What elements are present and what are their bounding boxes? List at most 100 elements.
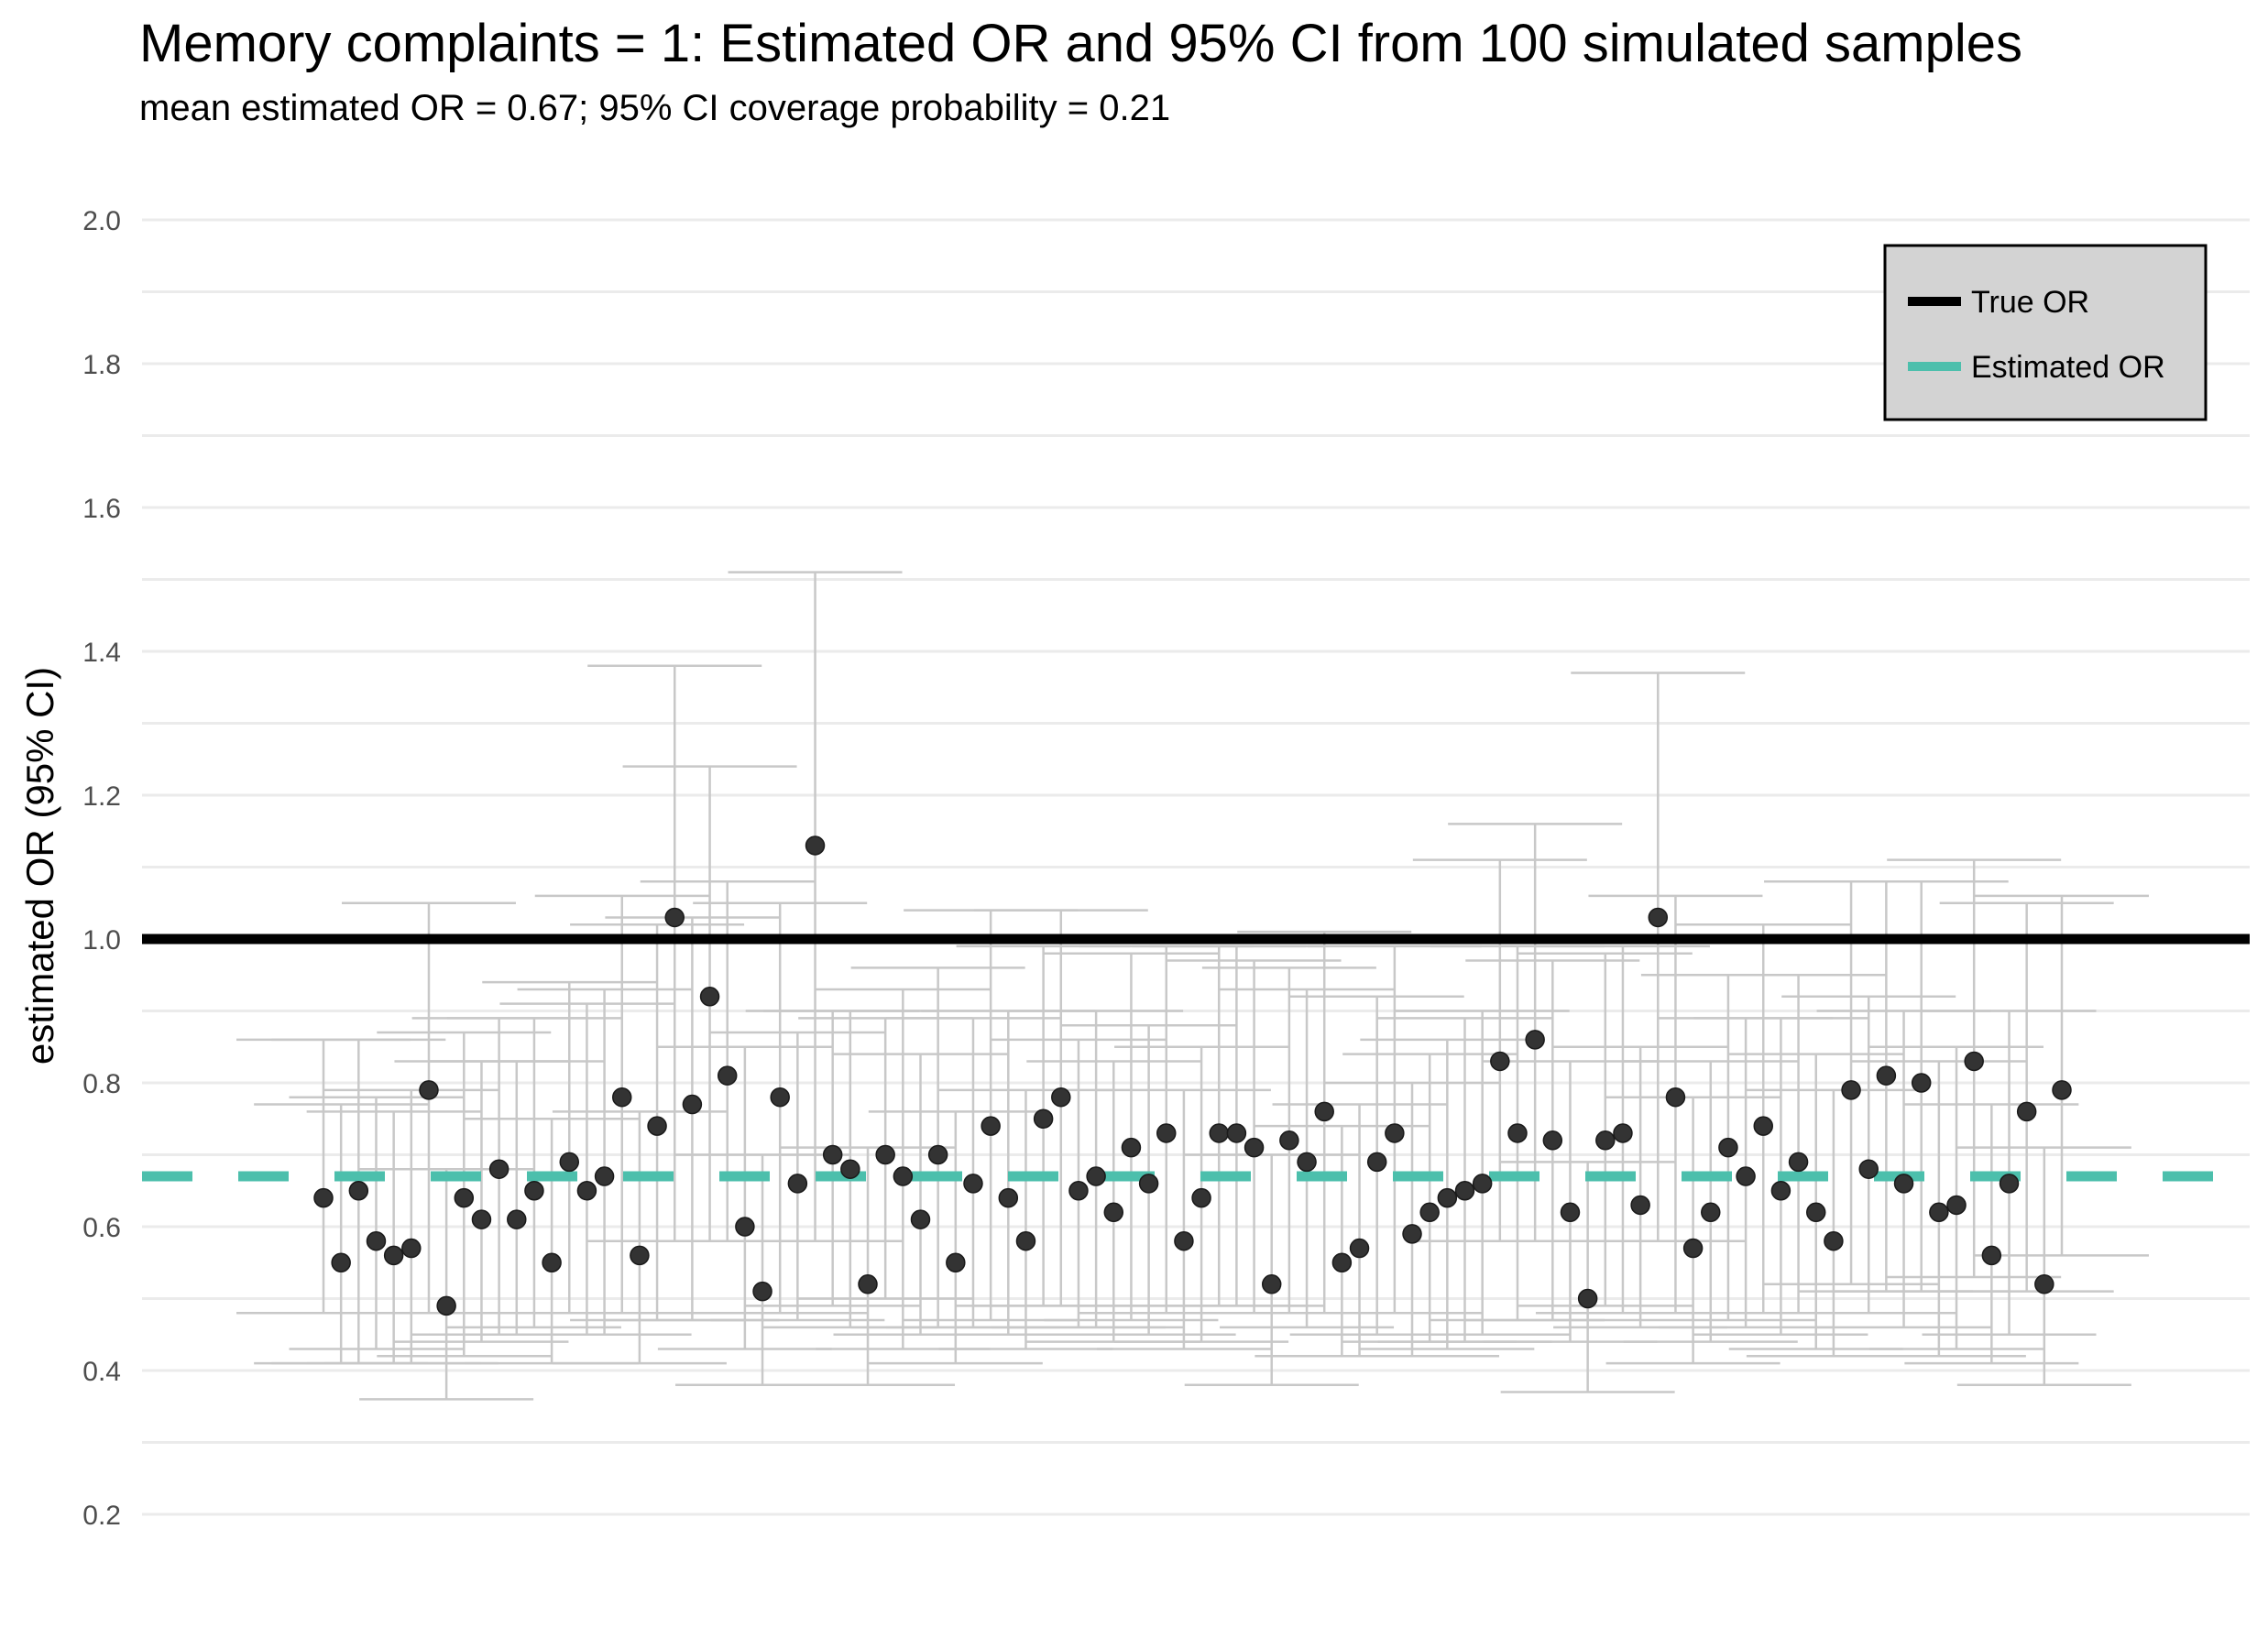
estimate-point <box>875 1144 895 1165</box>
estimate-point <box>1331 1252 1353 1272</box>
estimate-point <box>1015 1230 1036 1251</box>
estimate-point <box>1876 1065 1897 1086</box>
estimate-point <box>1805 1202 1826 1223</box>
estimate-point <box>313 1187 334 1208</box>
estimate-point <box>436 1295 456 1316</box>
legend-true-or-label: True OR <box>1971 285 2089 320</box>
estimate-point <box>1999 1174 2020 1194</box>
y-tick-label: 2.0 <box>82 206 121 236</box>
chart-subtitle: mean estimated OR = 0.67; 95% CI coverag… <box>139 88 1171 128</box>
estimate-point <box>630 1245 650 1266</box>
estimate-point <box>383 1245 404 1266</box>
estimate-point <box>822 1144 843 1165</box>
estimate-points <box>313 835 2072 1316</box>
estimate-point <box>1682 1238 1704 1259</box>
estimate-point <box>559 1152 580 1173</box>
estimate-point <box>1701 1202 1721 1223</box>
estimate-point <box>419 1080 439 1100</box>
estimate-point <box>2034 1274 2054 1294</box>
estimate-point <box>699 987 720 1007</box>
estimate-point <box>981 1116 1001 1136</box>
estimate-point <box>1911 1073 1932 1093</box>
estimate-point <box>946 1252 966 1272</box>
estimate-point <box>1226 1123 1247 1143</box>
estimate-point <box>331 1252 351 1272</box>
estimate-point <box>770 1087 790 1108</box>
estimate-point <box>1191 1187 1211 1208</box>
y-tick-label: 0.4 <box>82 1357 121 1387</box>
estimate-point <box>1788 1152 1809 1173</box>
estimate-point <box>927 1144 948 1165</box>
estimate-point <box>1103 1202 1124 1223</box>
estimate-point <box>893 1166 914 1186</box>
estimate-point <box>1454 1181 1475 1201</box>
estimate-point <box>366 1230 387 1251</box>
estimate-point <box>1051 1087 1071 1108</box>
estimate-point <box>752 1281 772 1302</box>
legend-box <box>1883 244 2208 421</box>
estimate-point <box>1981 1245 2002 1266</box>
estimate-point <box>1419 1202 1440 1223</box>
y-tick-label: 0.2 <box>82 1501 121 1531</box>
estimate-point <box>717 1065 738 1086</box>
estimate-point <box>1156 1123 1177 1143</box>
estimate-point <box>1138 1174 1159 1194</box>
estimate-point <box>401 1238 422 1259</box>
estimate-point <box>1648 907 1669 928</box>
estimate-point <box>1718 1137 1738 1158</box>
estimate-point <box>1261 1274 1282 1294</box>
estimate-point <box>611 1087 632 1108</box>
y-tick-label: 0.6 <box>82 1213 121 1243</box>
chart-title: Memory complaints = 1: Estimated OR and … <box>139 14 2023 73</box>
error-bars <box>236 571 2149 1401</box>
estimate-point <box>1472 1174 1493 1194</box>
estimate-point <box>1507 1123 1528 1143</box>
estimate-point <box>1577 1288 1598 1309</box>
y-tick-label: 1.4 <box>82 638 121 668</box>
estimate-point <box>664 907 685 928</box>
estimate-point <box>1753 1116 1774 1136</box>
legend-estimated-or-label: Estimated OR <box>1971 350 2165 385</box>
estimate-point <box>1402 1224 1422 1244</box>
estimate-point <box>910 1209 931 1229</box>
estimate-point <box>1560 1202 1581 1223</box>
estimate-point <box>787 1174 808 1194</box>
estimate-point <box>1490 1051 1510 1072</box>
estimate-point <box>1613 1123 1633 1143</box>
estimate-point <box>1279 1130 1299 1151</box>
estimate-point <box>1893 1174 1914 1194</box>
estimate-point <box>1385 1123 1405 1143</box>
y-tick-label: 1.6 <box>82 494 121 524</box>
estimate-point <box>1525 1030 1545 1050</box>
estimate-point <box>1068 1181 1089 1201</box>
y-axis-label: estimated OR (95% CI) <box>18 667 61 1065</box>
estimate-point <box>1349 1238 1370 1259</box>
estimate-point <box>1946 1195 1967 1216</box>
estimate-point <box>647 1116 667 1136</box>
estimate-point <box>454 1187 475 1208</box>
estimate-point <box>1964 1051 1984 1072</box>
estimate-point <box>1033 1108 1054 1129</box>
estimate-point <box>488 1159 509 1179</box>
estimate-point <box>840 1159 860 1179</box>
y-tick-label: 1.2 <box>82 781 121 812</box>
estimate-point <box>1244 1137 1265 1158</box>
estimate-point <box>524 1181 544 1201</box>
estimate-point <box>1858 1159 1879 1179</box>
estimate-point <box>576 1181 597 1201</box>
estimate-point <box>1595 1130 1616 1151</box>
estimate-point <box>682 1094 703 1115</box>
estimate-point <box>2016 1101 2037 1122</box>
estimate-point <box>735 1217 755 1237</box>
estimate-point <box>1086 1166 1106 1186</box>
estimate-point <box>1770 1181 1791 1201</box>
estimate-point <box>1437 1187 1458 1208</box>
estimate-point <box>1736 1166 1756 1186</box>
estimate-point <box>1174 1230 1194 1251</box>
estimate-point <box>1824 1230 1844 1251</box>
y-tick-labels: 0.2 0.4 0.6 0.8 1.0 1.2 1.4 1.6 1.8 2.0 <box>82 206 121 1531</box>
estimate-point <box>1314 1101 1334 1122</box>
estimate-point <box>1841 1080 1861 1100</box>
estimate-point <box>2052 1080 2072 1100</box>
